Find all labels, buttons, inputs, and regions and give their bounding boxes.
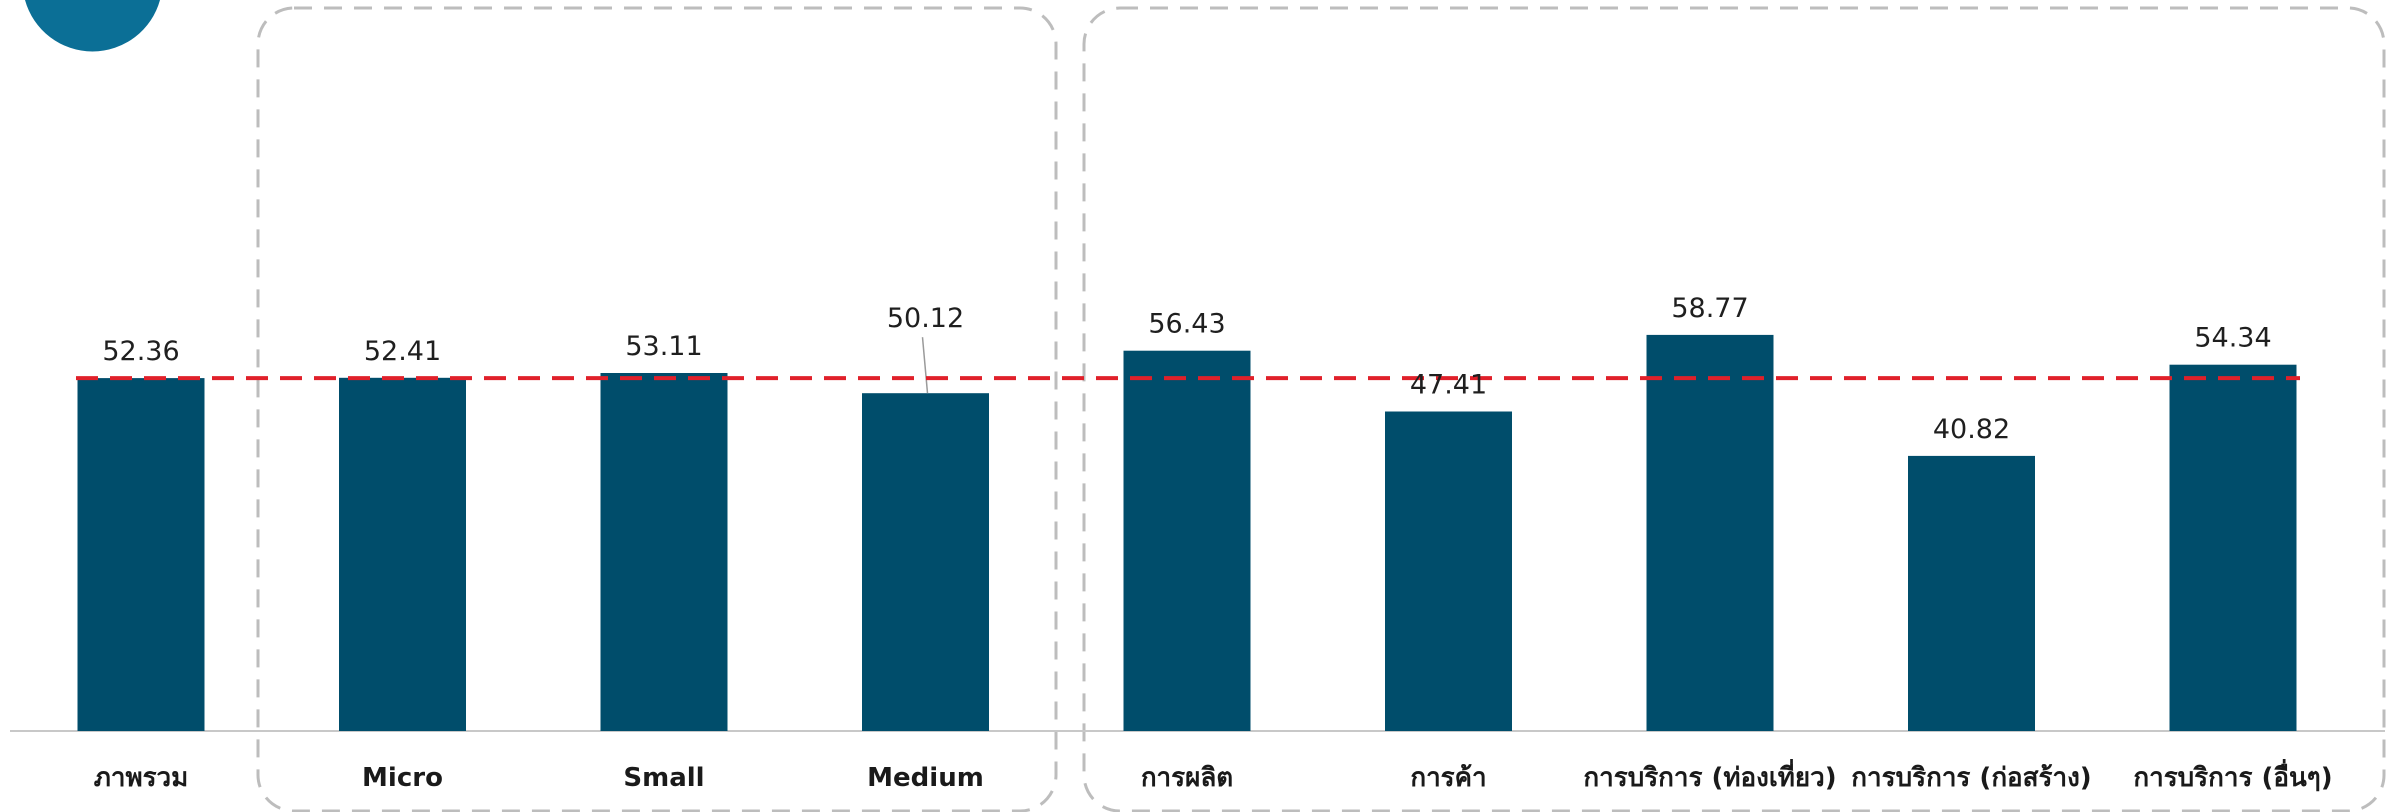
bar-1 [339,377,466,731]
category-label-7: การบริการ (ก่อสร้าง) [1851,763,2091,793]
bar-5 [1385,411,1512,731]
bar-4 [1123,350,1251,731]
group-box-firm-size [256,6,1058,812]
bar-0 [77,378,205,731]
leader-lines [921,337,929,394]
category-label-4: การผลิต [1141,763,1233,793]
value-label-6: 58.77 [1671,293,1748,324]
value-label-5: 47.41 [1410,370,1487,401]
bar-6 [1646,334,1774,731]
leader-line-3 [921,337,929,394]
value-label-1: 52.41 [364,336,441,367]
value-label-8: 54.34 [2194,323,2271,354]
category-label-5: การค้า [1410,763,1486,793]
value-label-3: 50.12 [887,303,964,334]
value-label-4: 56.43 [1148,309,1225,340]
group-box-sector [1082,6,2386,812]
bar-3 [862,393,989,731]
bar-7 [1908,455,2035,731]
bars [77,334,2297,731]
value-labels: 52.36 52.41 53.11 50.12 56.43 47.41 58.77 40.82… [102,293,2271,445]
category-label-2: Small [623,763,704,793]
category-label-3: Medium [867,763,984,793]
value-label-2: 53.11 [625,331,702,362]
bar-8 [2169,364,2297,731]
category-labels: ภาพรวม Micro Small Medium การผลิต การค้า การบร… [94,758,2333,793]
corner-badge-icon [25,0,160,52]
bar-2 [600,373,728,731]
category-label-8: การบริการ (อื่นๆ) [2133,758,2332,793]
category-label-6: การบริการ (ท่องเที่ยว) [1583,758,1836,793]
category-label-0: ภาพรวม [94,763,189,793]
value-label-7: 40.82 [1933,414,2010,445]
category-label-1: Micro [362,763,443,793]
value-label-0: 52.36 [102,336,179,367]
